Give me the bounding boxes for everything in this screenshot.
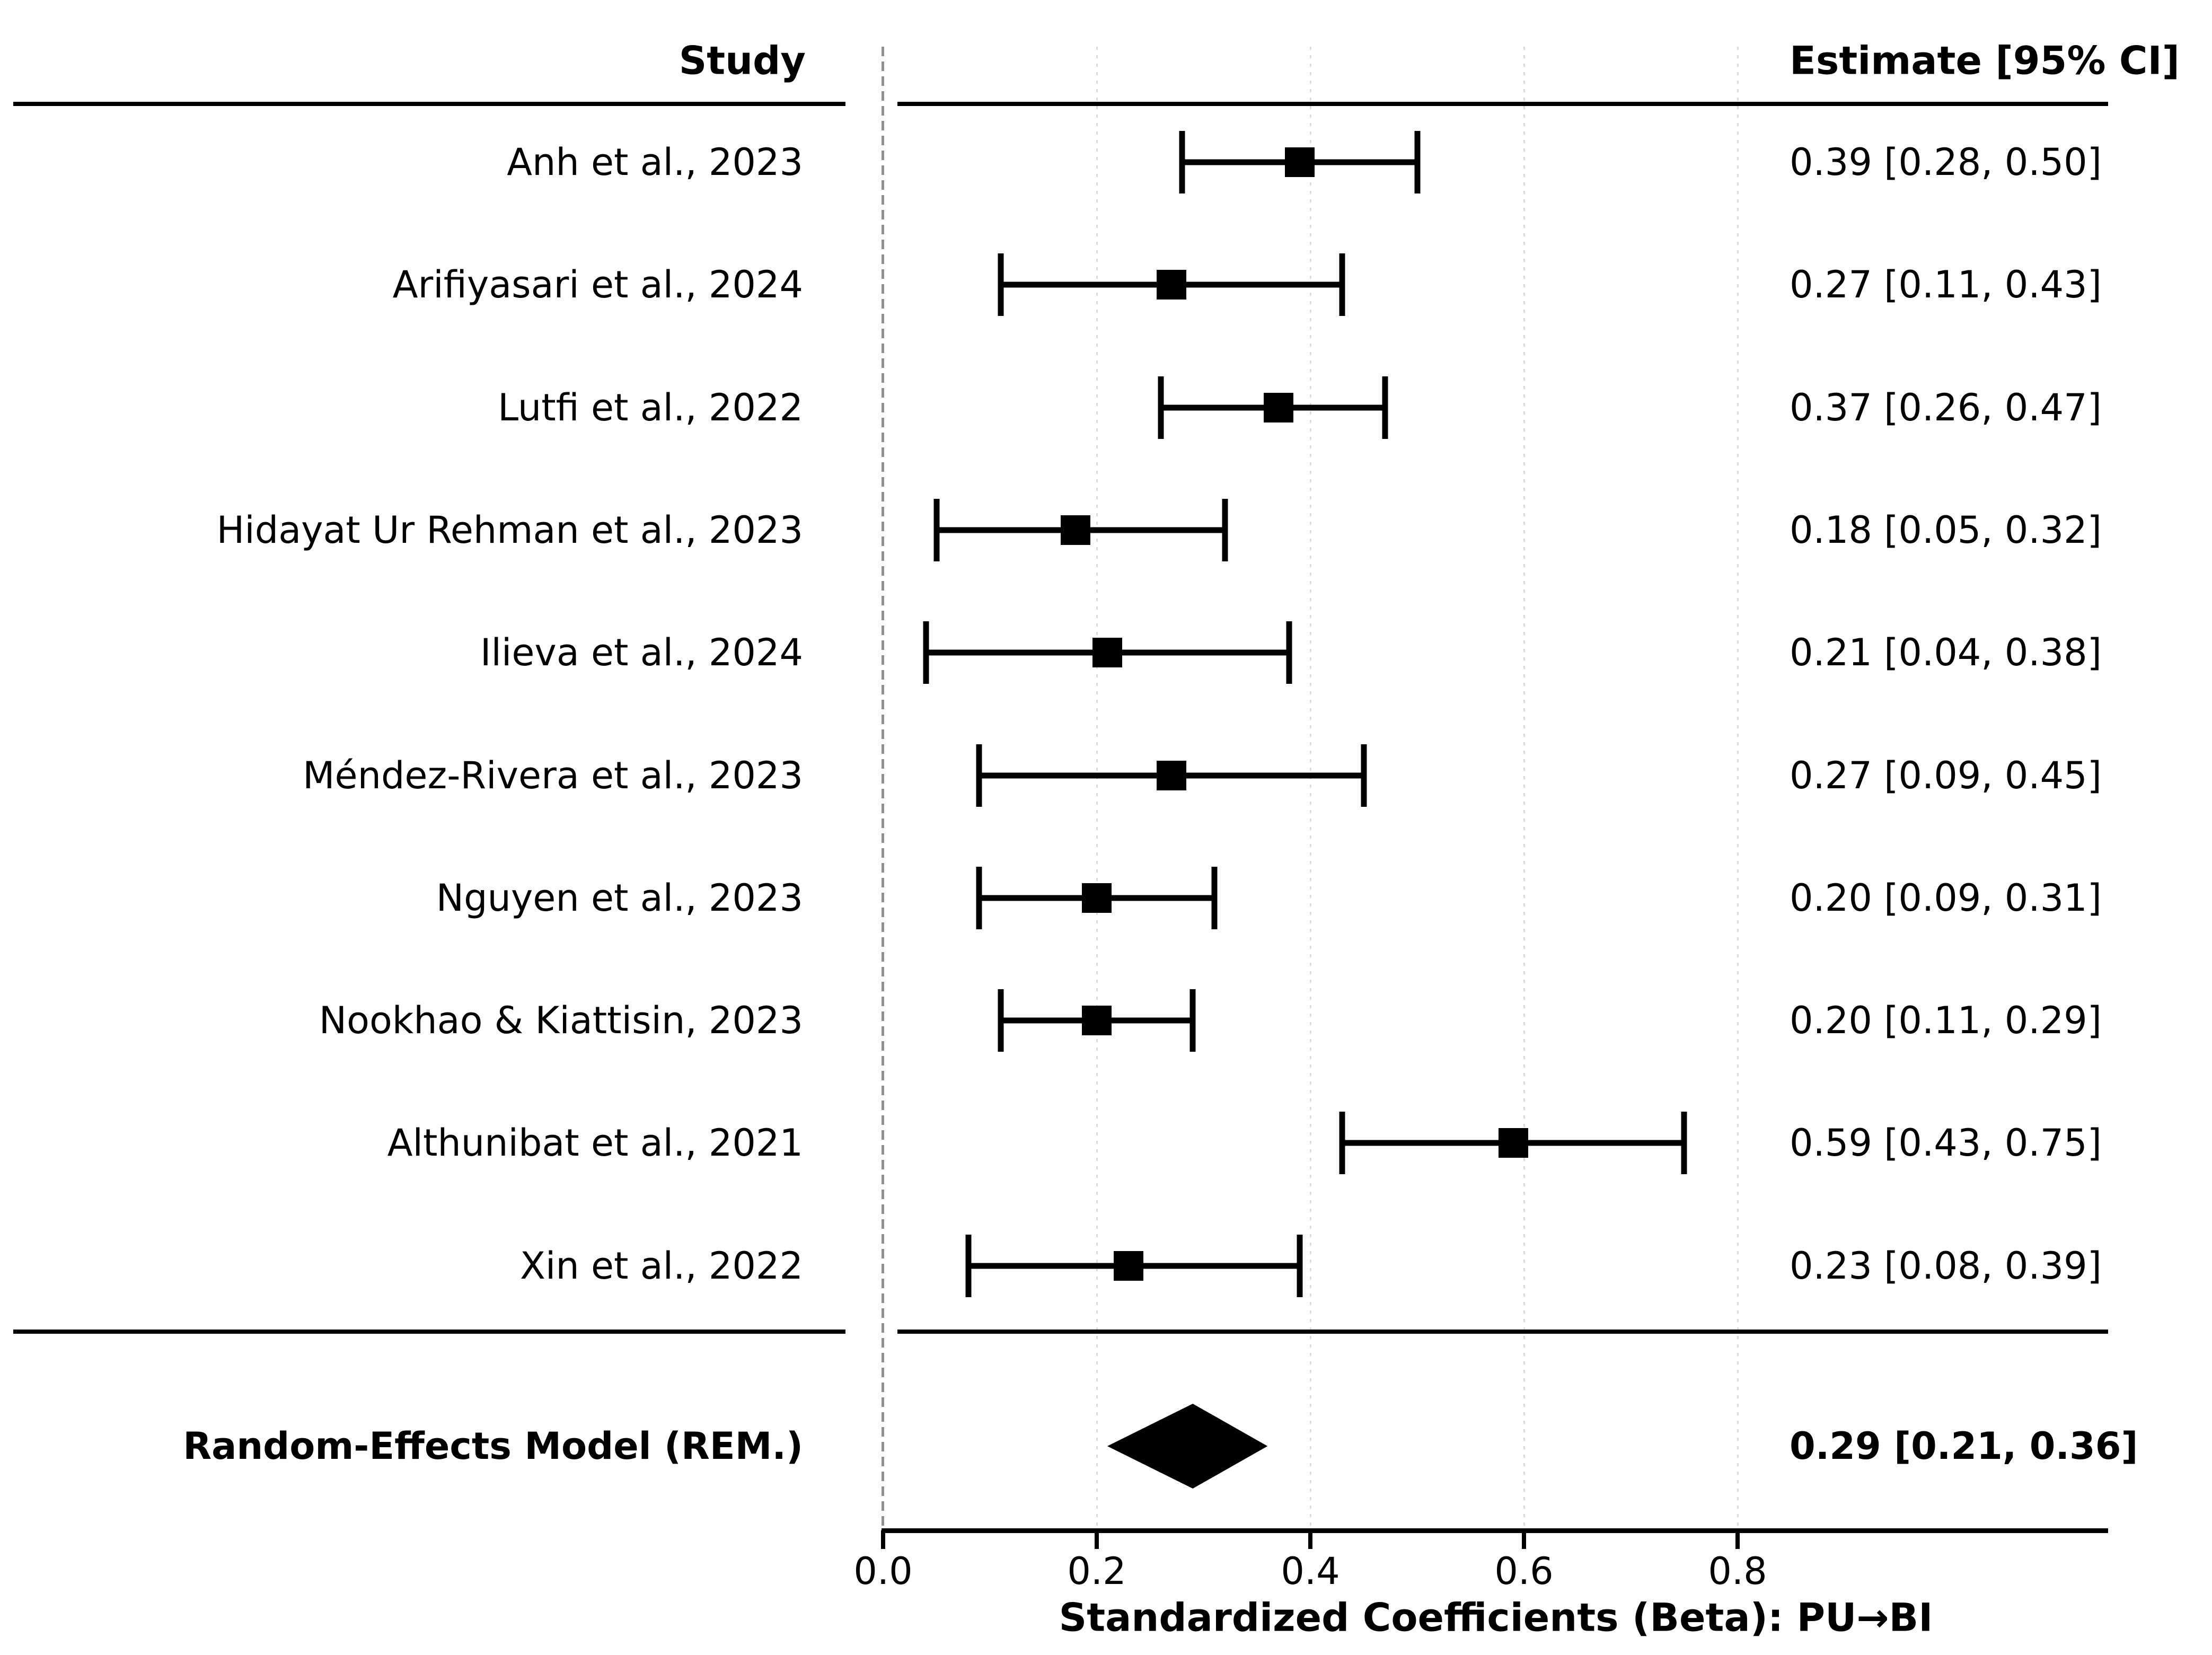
zero-reference-line	[882, 47, 884, 1530]
summary-rule-right	[897, 1330, 2108, 1334]
x-tick-label: 0.0	[853, 1550, 913, 1593]
header-rule-left	[13, 102, 845, 106]
study-label: Lutfi et al., 2022	[498, 385, 803, 429]
ci-cap-right	[1211, 866, 1218, 929]
point-marker	[1284, 147, 1315, 177]
study-label: Nookhao & Kiattisin, 2023	[319, 999, 803, 1043]
point-marker	[1082, 883, 1112, 913]
point-marker	[1092, 638, 1123, 668]
study-label: Arifiyasari et al., 2024	[392, 263, 803, 307]
x-tick	[1735, 1530, 1740, 1549]
ci-cap-left	[1179, 131, 1185, 193]
estimate-value: 0.37 [0.26, 0.47]	[1790, 385, 2102, 429]
x-tick	[1095, 1530, 1099, 1549]
estimate-value: 0.20 [0.09, 0.31]	[1790, 876, 2102, 920]
summary-diamond-shape	[1107, 1404, 1268, 1489]
ci-cap-right	[1297, 1234, 1303, 1297]
point-marker	[1263, 392, 1293, 422]
point-marker	[1082, 1006, 1112, 1036]
ci-cap-left	[998, 253, 1004, 316]
ci-cap-left	[976, 744, 982, 807]
point-marker	[1157, 760, 1187, 790]
ci-cap-right	[1382, 376, 1388, 439]
ci-cap-right	[1681, 1112, 1687, 1175]
ci-cap-left	[965, 1234, 972, 1297]
ci-cap-right	[1286, 621, 1292, 684]
study-label: Anh et al., 2023	[507, 140, 803, 184]
x-tick	[881, 1530, 885, 1549]
ci-cap-left	[1339, 1112, 1345, 1175]
summary-diamond	[1107, 1404, 1268, 1489]
estimate-value: 0.21 [0.04, 0.38]	[1790, 631, 2102, 675]
x-axis-title: Standardized Coefficients (Beta): PU→BI	[1059, 1595, 1933, 1641]
summary-estimate-value: 0.29 [0.21, 0.36]	[1790, 1424, 2138, 1468]
x-axis-spine	[882, 1528, 2108, 1533]
point-marker	[1060, 515, 1090, 545]
gridline	[1096, 47, 1098, 1530]
summary-label: Random-Effects Model (REM.)	[183, 1424, 803, 1468]
estimate-value: 0.39 [0.28, 0.50]	[1790, 140, 2102, 184]
column-header-estimate: Estimate [95% CI]	[1790, 38, 2180, 84]
ci-cap-left	[998, 989, 1004, 1052]
ci-cap-left	[976, 866, 982, 929]
point-marker	[1114, 1251, 1144, 1281]
study-label: Méndez-Rivera et al., 2023	[303, 753, 803, 797]
ci-cap-right	[1414, 131, 1420, 193]
study-label: Xin et al., 2022	[519, 1244, 803, 1288]
x-tick	[1522, 1530, 1526, 1549]
point-marker	[1157, 270, 1187, 300]
ci-cap-left	[923, 621, 929, 684]
x-tick-label: 0.6	[1494, 1550, 1554, 1593]
ci-cap-right	[1189, 989, 1196, 1052]
estimate-value: 0.27 [0.09, 0.45]	[1790, 753, 2102, 797]
ci-cap-right	[1222, 498, 1228, 561]
x-tick	[1308, 1530, 1312, 1549]
summary-rule-left	[13, 1330, 845, 1334]
column-header-study: Study	[678, 38, 806, 84]
x-tick-label: 0.4	[1281, 1550, 1340, 1593]
ci-cap-left	[1158, 376, 1164, 439]
study-label: Hidayat Ur Rehman et al., 2023	[216, 508, 803, 552]
study-label: Nguyen et al., 2023	[436, 876, 803, 920]
point-marker	[1498, 1128, 1528, 1158]
gridline	[1523, 47, 1525, 1530]
x-tick-label: 0.2	[1067, 1550, 1126, 1593]
gridline	[1737, 47, 1739, 1530]
study-label: Althunibat et al., 2021	[387, 1121, 803, 1165]
ci-cap-left	[933, 498, 940, 561]
x-tick-label: 0.8	[1708, 1550, 1767, 1593]
header-rule-right	[897, 102, 2108, 106]
gridline	[1309, 47, 1311, 1530]
estimate-value: 0.18 [0.05, 0.32]	[1790, 508, 2102, 552]
ci-cap-right	[1361, 744, 1367, 807]
estimate-value: 0.23 [0.08, 0.39]	[1790, 1244, 2102, 1288]
estimate-value: 0.27 [0.11, 0.43]	[1790, 263, 2102, 307]
ci-cap-right	[1339, 253, 1345, 316]
estimate-value: 0.59 [0.43, 0.75]	[1790, 1121, 2102, 1165]
study-label: Ilieva et al., 2024	[480, 631, 803, 675]
estimate-value: 0.20 [0.11, 0.29]	[1790, 999, 2102, 1043]
